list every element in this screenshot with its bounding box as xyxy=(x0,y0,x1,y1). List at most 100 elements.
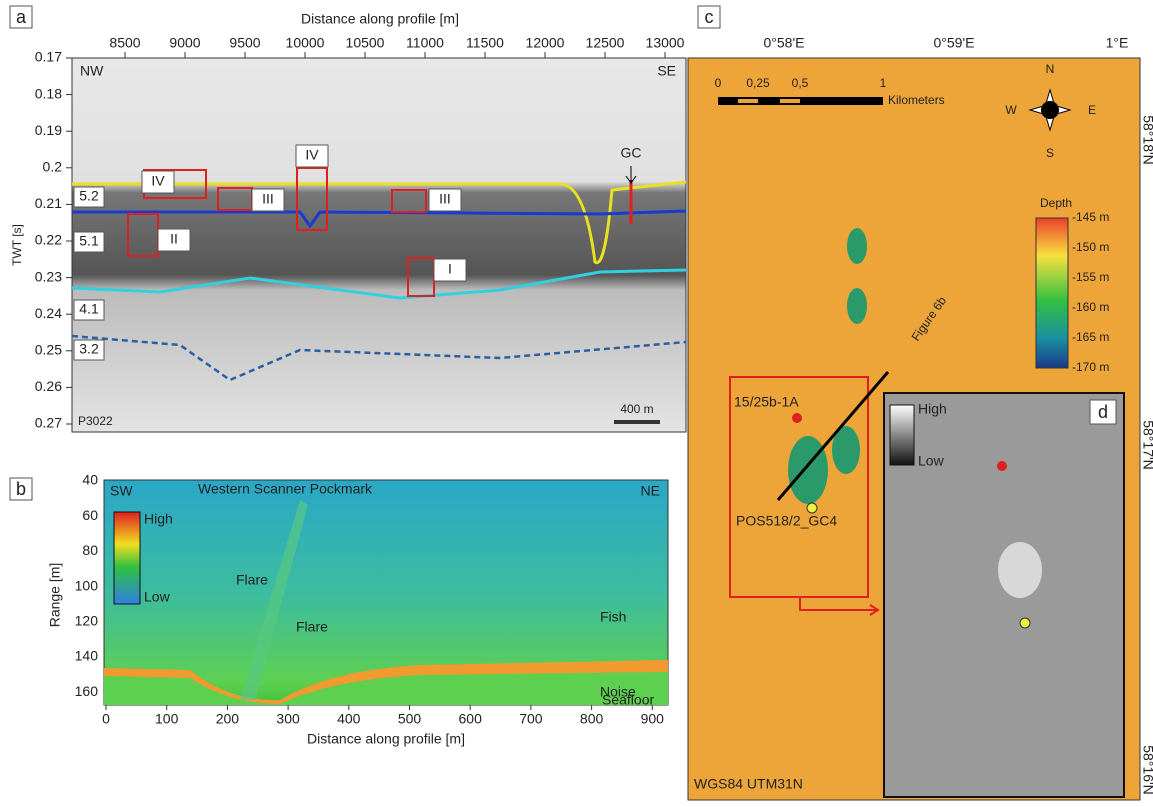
scale-bar xyxy=(614,420,660,424)
y-tick-label: 0.25 xyxy=(35,342,62,358)
box-label-box xyxy=(251,188,285,212)
unit-label: 4.1 xyxy=(79,301,99,317)
echogram-title: Western Scanner Pockmark xyxy=(198,481,373,497)
lat-tick-label: 58°17'N xyxy=(1140,420,1153,470)
box-label: IV xyxy=(151,173,165,189)
legend-graybar xyxy=(889,404,915,466)
x-tick-label: 300 xyxy=(276,711,300,727)
panel-label-box xyxy=(9,5,33,29)
y-tick-label: 160 xyxy=(75,683,99,699)
inset-map xyxy=(883,392,1125,798)
compass-label: E xyxy=(1088,103,1096,117)
feature-label: Fish xyxy=(600,609,626,625)
inset-arrow xyxy=(799,597,880,616)
seafloor-horizon xyxy=(72,180,687,265)
legend-colorbar xyxy=(113,511,141,605)
y-tick-label: 40 xyxy=(82,472,98,488)
lon-tick-label: 0°59'E xyxy=(934,35,975,51)
box-label: I xyxy=(448,261,452,277)
x-tick-label: 100 xyxy=(155,711,179,727)
x-tick-label: 11500 xyxy=(466,35,504,51)
panel-label-box xyxy=(697,5,721,29)
scale-unit: Kilometers xyxy=(888,93,945,107)
profile-label: P3022 xyxy=(78,414,113,428)
y-tick-label: 100 xyxy=(75,577,99,593)
feature-label: Flare xyxy=(296,619,328,635)
panel-label: c xyxy=(705,7,714,27)
core-marker xyxy=(806,502,818,514)
corner-label: SE xyxy=(657,63,676,79)
feature-label: Seafloor xyxy=(602,692,654,708)
feature-label: Noise xyxy=(600,684,636,700)
compass-label: N xyxy=(1046,62,1055,76)
profile-line xyxy=(776,371,890,501)
x-tick-label: 600 xyxy=(459,711,483,727)
core-arrow xyxy=(625,166,637,184)
y-tick-label: 80 xyxy=(82,542,98,558)
y-tick-label: 0.2 xyxy=(43,159,63,175)
y-tick-label: 0.17 xyxy=(35,49,62,65)
panel-label: d xyxy=(1098,402,1108,422)
y-tick-label: 0.26 xyxy=(35,378,62,394)
well-marker xyxy=(792,413,802,423)
pockmark xyxy=(998,542,1042,598)
y-tick-label: 0.23 xyxy=(35,268,62,284)
y-tick-label: 0.21 xyxy=(35,195,62,211)
x-tick-label: 10500 xyxy=(346,35,385,51)
x-tick-label: 0 xyxy=(102,711,110,727)
x-tick-label: 700 xyxy=(519,711,543,727)
flare xyxy=(240,500,308,700)
box-label: III xyxy=(262,191,274,207)
depth-tick-label: -165 m xyxy=(1072,330,1109,344)
box-label-box xyxy=(141,170,175,194)
y-tick-label: 0.22 xyxy=(35,232,62,248)
compass-label: S xyxy=(1046,146,1054,160)
sub-seafloor xyxy=(104,672,668,705)
well-label: 15/25b-1A xyxy=(734,394,799,410)
x-tick-label: 12500 xyxy=(586,35,625,51)
x-tick-label: 400 xyxy=(337,711,361,727)
y-tick-label: 0.27 xyxy=(35,415,62,431)
unit-box xyxy=(73,339,105,361)
legend-label: High xyxy=(144,511,173,527)
unit-box xyxy=(73,186,105,208)
y-tick-label: 0.24 xyxy=(35,305,62,321)
y-tick-label: 140 xyxy=(75,648,99,664)
box-label: IV xyxy=(305,147,319,163)
x-axis-title: Distance along profile [m] xyxy=(301,11,459,27)
depth-tick-label: -145 m xyxy=(1072,210,1109,224)
horizon-cyan xyxy=(71,268,687,300)
depth-tick-label: -160 m xyxy=(1072,300,1109,314)
unit-label: 3.2 xyxy=(79,341,99,357)
depth-tick-label: -150 m xyxy=(1072,240,1109,254)
panel-label-box xyxy=(9,477,33,501)
core-label: GC xyxy=(621,145,642,161)
y-axis-title: Range [m] xyxy=(47,563,63,628)
x-axis-title: Distance along profile [m] xyxy=(307,731,465,747)
scale-tick-label: 0,5 xyxy=(792,76,809,90)
panel-label: a xyxy=(16,7,27,27)
unit-box xyxy=(73,231,105,253)
box-label-box xyxy=(433,258,467,282)
y-tick-label: 0.19 xyxy=(35,122,62,138)
lon-tick-label: 0°58'E xyxy=(764,35,805,51)
x-tick-label: 10000 xyxy=(286,35,325,51)
core-marker xyxy=(1019,617,1031,629)
box-label-box xyxy=(157,228,191,252)
panel-label-box xyxy=(1089,399,1117,425)
box-label-box xyxy=(295,144,329,168)
well-marker xyxy=(997,461,1007,471)
panel-d: High Low d xyxy=(883,392,1125,798)
horizon-blue xyxy=(72,209,687,229)
legend-label: High xyxy=(918,401,947,417)
x-tick-label: 13000 xyxy=(646,35,685,51)
lat-tick-label: 58°16'N xyxy=(1140,745,1153,795)
core-label: POS518/2_GC4 xyxy=(736,513,837,529)
depth-title: Depth xyxy=(1040,196,1072,210)
compass xyxy=(1028,88,1072,132)
box-label: II xyxy=(170,231,178,247)
scale-tick-label: 1 xyxy=(880,76,887,90)
panel-b: b High Low SW NE Western Scanner Pockmar… xyxy=(9,477,669,747)
x-tick-label: 12000 xyxy=(526,35,565,51)
panel-a: a Distance along profile [m] TWT [s] NW … xyxy=(9,5,687,433)
